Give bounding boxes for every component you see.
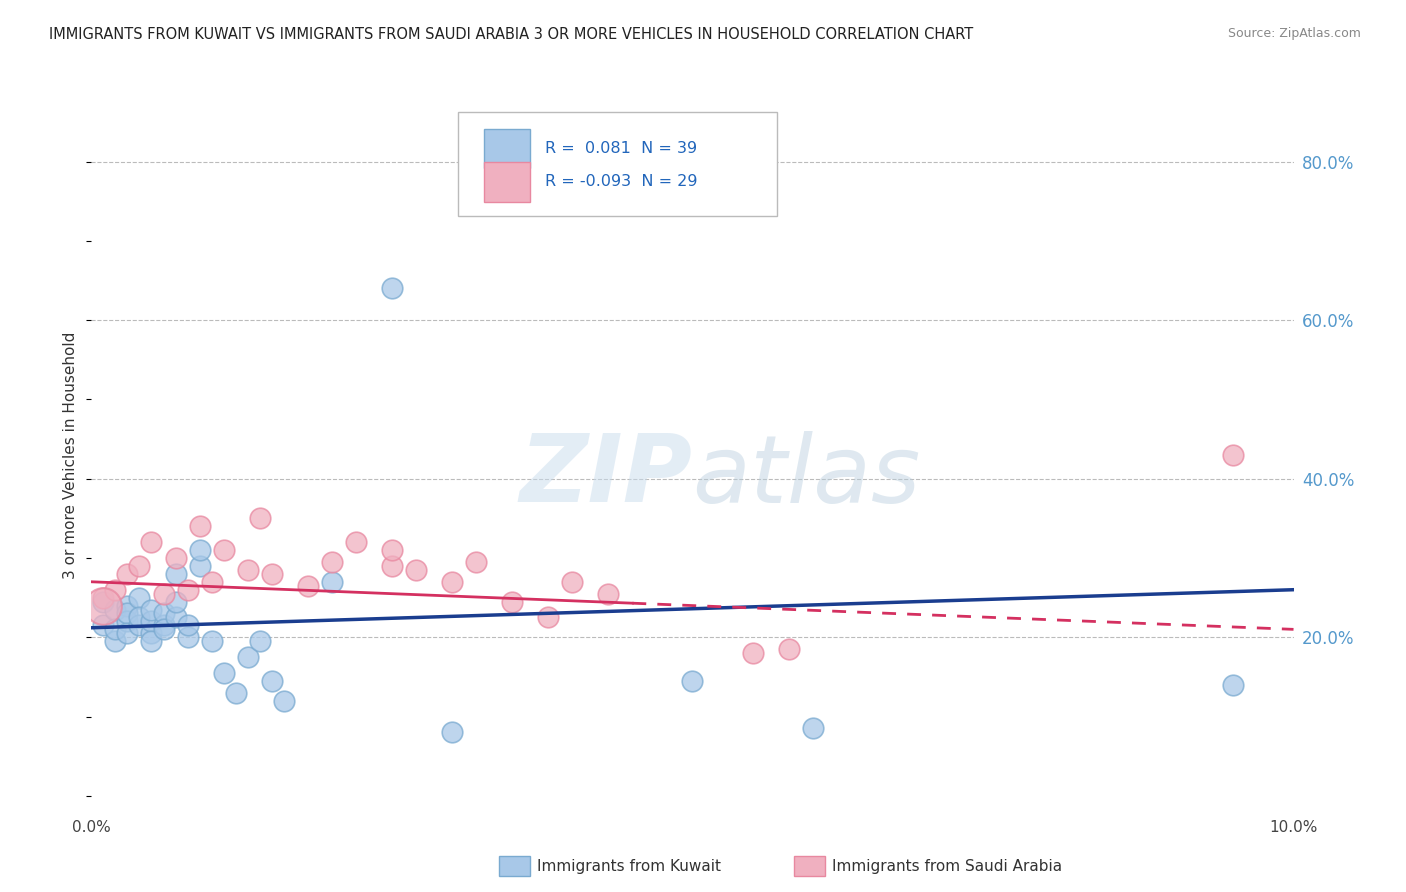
Point [117,626,139,640]
Point [128,591,150,605]
Point [165,594,187,608]
Point [1222,448,1244,462]
Text: IMMIGRANTS FROM KUWAIT VS IMMIGRANTS FROM SAUDI ARABIA 3 OR MORE VEHICLES IN HOU: IMMIGRANTS FROM KUWAIT VS IMMIGRANTS FRO… [49,27,973,42]
Y-axis label: 3 or more Vehicles in Household: 3 or more Vehicles in Household [63,331,79,579]
Text: R =  0.081  N = 39: R = 0.081 N = 39 [544,141,697,155]
Point [537,610,560,624]
Point [176,618,198,632]
Point [117,607,139,621]
Point [801,722,824,736]
Point [1222,678,1244,692]
Point [501,594,523,608]
Point [141,626,163,640]
Point [141,634,163,648]
Point [236,563,259,577]
Point [381,558,404,573]
Point [152,623,174,637]
Point [104,623,127,637]
Point [201,634,224,648]
Point [321,555,343,569]
Text: R = -0.093  N = 29: R = -0.093 N = 29 [544,174,697,189]
Bar [485,128,530,168]
Point [188,558,211,573]
Point [93,594,115,608]
Point [141,535,163,549]
Point [381,543,404,558]
Point [260,673,283,688]
Point [321,574,343,589]
Point [249,634,271,648]
Point [201,574,224,589]
Point [117,599,139,613]
Point [273,694,295,708]
Text: atlas: atlas [692,431,921,522]
Point [188,543,211,558]
Point [297,579,319,593]
Point [176,582,198,597]
Point [104,634,127,648]
Point [165,551,187,566]
Point [152,607,174,621]
Point [741,646,763,660]
Point [188,519,211,533]
Point [141,602,163,616]
Point [165,610,187,624]
Point [260,566,283,581]
Point [236,650,259,665]
Text: Immigrants from Saudi Arabia: Immigrants from Saudi Arabia [832,859,1063,873]
Point [104,582,127,597]
Bar [485,162,530,202]
Point [778,642,800,657]
Point [93,599,115,613]
Point [117,566,139,581]
Point [249,511,271,525]
Point [440,725,463,739]
Point [128,618,150,632]
Text: Source: ZipAtlas.com: Source: ZipAtlas.com [1227,27,1361,40]
Point [152,618,174,632]
Point [225,686,247,700]
Point [93,591,115,605]
Point [561,574,583,589]
Point [465,555,488,569]
Point [141,615,163,629]
Point [176,630,198,644]
Point [212,665,235,680]
Point [212,543,235,558]
Point [405,563,427,577]
FancyBboxPatch shape [458,112,776,216]
Point [598,587,620,601]
Point [344,535,367,549]
Point [440,574,463,589]
Point [152,587,174,601]
Point [93,618,115,632]
Text: ZIP: ZIP [520,430,692,523]
Text: Immigrants from Kuwait: Immigrants from Kuwait [537,859,721,873]
Point [681,673,703,688]
Point [165,566,187,581]
Point [128,558,150,573]
Point [104,602,127,616]
Point [381,281,404,295]
Point [117,615,139,629]
Point [128,610,150,624]
